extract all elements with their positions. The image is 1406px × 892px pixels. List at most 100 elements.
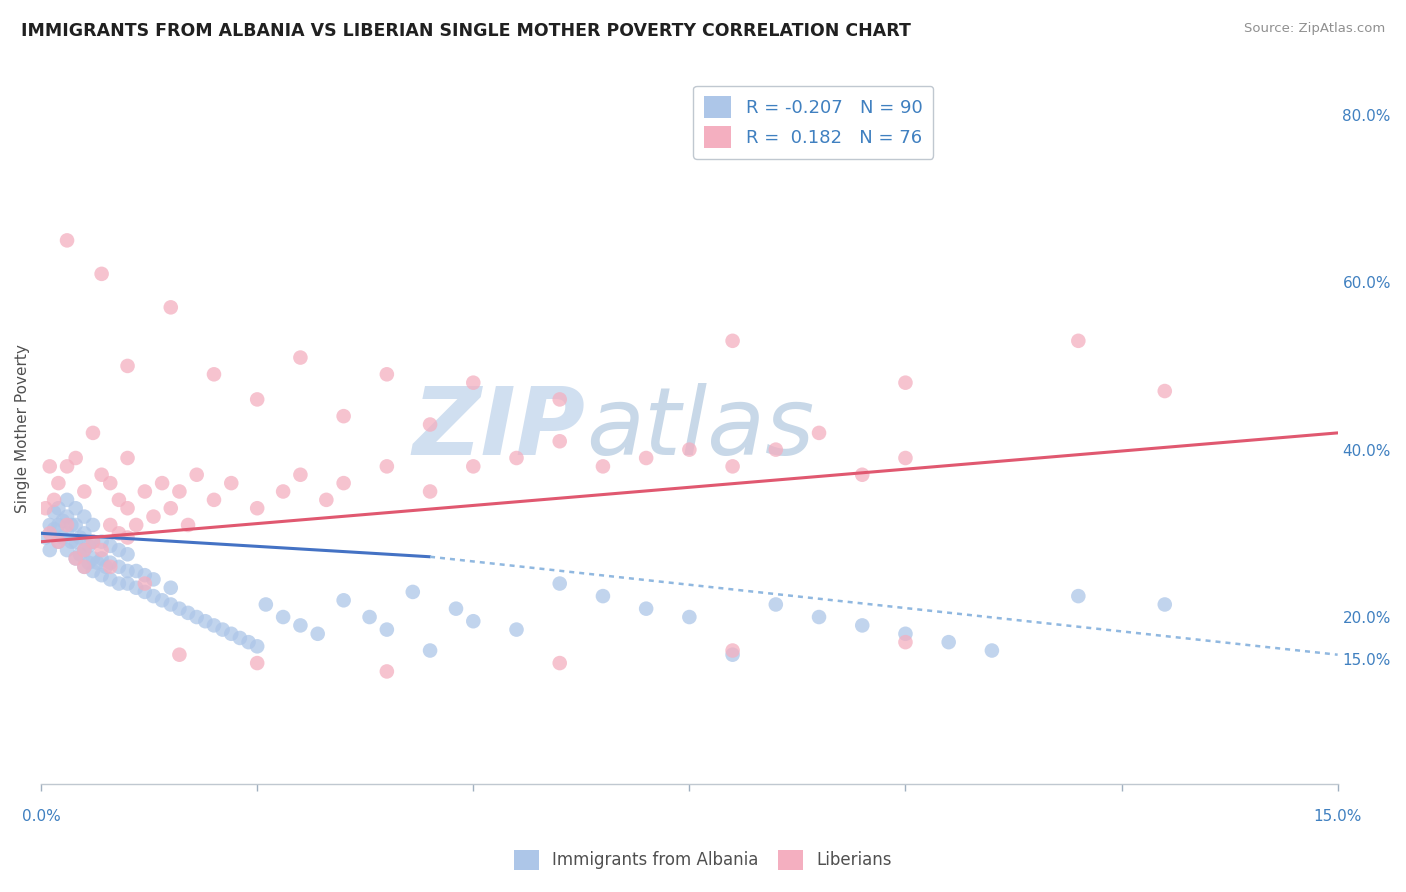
Point: [159, 501, 181, 516]
Point: [82, 551, 104, 566]
Point: [851, 467, 873, 482]
Point: [98, 518, 121, 533]
Point: [419, 417, 441, 432]
Point: [90, 267, 112, 281]
Point: [505, 623, 527, 637]
Point: [69, 547, 91, 561]
Point: [38, 459, 60, 474]
Point: [894, 635, 917, 649]
Point: [419, 643, 441, 657]
Point: [202, 492, 225, 507]
Point: [108, 492, 131, 507]
Point: [271, 610, 294, 624]
Point: [134, 484, 156, 499]
Point: [505, 450, 527, 465]
Point: [375, 459, 398, 474]
Point: [636, 450, 658, 465]
Point: [169, 648, 191, 662]
Point: [894, 376, 917, 390]
Point: [463, 614, 485, 628]
Point: [194, 614, 217, 628]
Point: [117, 450, 139, 465]
Point: [721, 648, 744, 662]
Point: [125, 581, 148, 595]
Point: [290, 467, 312, 482]
Point: [125, 518, 148, 533]
Point: [117, 547, 139, 561]
Point: [77, 539, 100, 553]
Point: [38, 526, 60, 541]
Legend: R = -0.207   N = 90, R =  0.182   N = 76: R = -0.207 N = 90, R = 0.182 N = 76: [693, 86, 934, 159]
Point: [65, 501, 87, 516]
Point: [117, 576, 139, 591]
Point: [90, 534, 112, 549]
Point: [142, 573, 165, 587]
Point: [332, 593, 354, 607]
Point: [65, 518, 87, 533]
Point: [1067, 589, 1090, 603]
Point: [117, 564, 139, 578]
Point: [82, 534, 104, 549]
Point: [108, 526, 131, 541]
Point: [375, 665, 398, 679]
Point: [69, 531, 91, 545]
Point: [98, 476, 121, 491]
Point: [56, 526, 79, 541]
Point: [894, 627, 917, 641]
Point: [150, 476, 173, 491]
Point: [42, 505, 65, 519]
Point: [938, 635, 960, 649]
Point: [73, 509, 96, 524]
Point: [359, 610, 381, 624]
Legend: Immigrants from Albania, Liberians: Immigrants from Albania, Liberians: [508, 843, 898, 877]
Point: [98, 556, 121, 570]
Point: [419, 484, 441, 499]
Point: [721, 459, 744, 474]
Text: 15.0%: 15.0%: [1313, 809, 1362, 824]
Point: [246, 392, 269, 407]
Point: [238, 635, 260, 649]
Point: [94, 559, 117, 574]
Point: [56, 459, 79, 474]
Point: [134, 576, 156, 591]
Point: [98, 559, 121, 574]
Point: [56, 492, 79, 507]
Point: [548, 656, 571, 670]
Point: [34, 531, 56, 545]
Point: [765, 442, 787, 457]
Text: Source: ZipAtlas.com: Source: ZipAtlas.com: [1244, 22, 1385, 36]
Point: [73, 484, 96, 499]
Point: [117, 501, 139, 516]
Point: [177, 606, 200, 620]
Point: [444, 601, 467, 615]
Point: [202, 368, 225, 382]
Point: [254, 598, 277, 612]
Point: [38, 543, 60, 558]
Point: [290, 618, 312, 632]
Point: [721, 643, 744, 657]
Point: [332, 476, 354, 491]
Point: [142, 509, 165, 524]
Point: [177, 518, 200, 533]
Point: [108, 559, 131, 574]
Point: [246, 640, 269, 654]
Point: [117, 359, 139, 373]
Point: [125, 564, 148, 578]
Point: [90, 467, 112, 482]
Point: [169, 601, 191, 615]
Point: [169, 484, 191, 499]
Point: [290, 351, 312, 365]
Point: [765, 598, 787, 612]
Point: [134, 568, 156, 582]
Point: [42, 522, 65, 536]
Point: [808, 425, 831, 440]
Point: [56, 543, 79, 558]
Point: [150, 593, 173, 607]
Point: [86, 556, 108, 570]
Point: [52, 531, 75, 545]
Point: [463, 459, 485, 474]
Point: [721, 334, 744, 348]
Point: [48, 534, 70, 549]
Point: [1067, 334, 1090, 348]
Y-axis label: Single Mother Poverty: Single Mother Poverty: [15, 344, 30, 513]
